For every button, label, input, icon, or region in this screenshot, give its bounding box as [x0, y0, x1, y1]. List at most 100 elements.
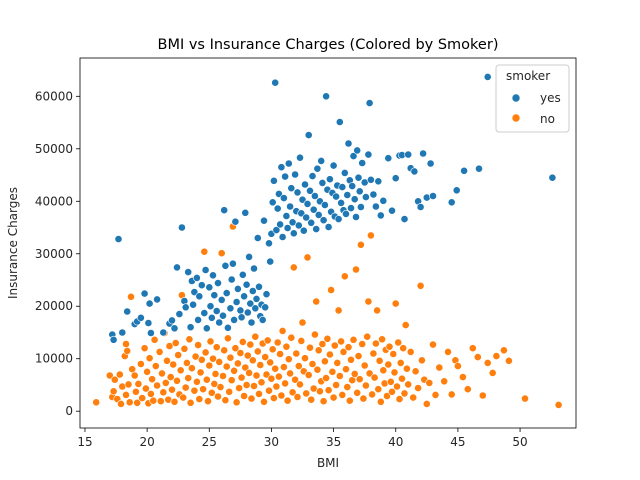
- data-point-yes: [347, 204, 355, 212]
- data-point-no: [220, 346, 229, 355]
- data-point-no: [150, 335, 159, 344]
- data-point-no: [151, 362, 160, 370]
- data-point-yes: [207, 313, 216, 322]
- y-tick-label: 10000: [35, 352, 73, 366]
- data-point-no: [314, 346, 323, 355]
- data-point-yes: [258, 315, 267, 324]
- data-point-no: [325, 350, 334, 359]
- data-point-no: [373, 306, 381, 315]
- data-point-no: [263, 336, 272, 345]
- data-point-no: [173, 376, 181, 385]
- data-point-yes: [242, 280, 251, 289]
- data-point-yes: [312, 225, 321, 233]
- data-point-no: [391, 299, 400, 308]
- data-point-yes: [247, 318, 256, 327]
- x-axis-ticks: 15 20 25 30 35 40 45 50: [77, 428, 528, 449]
- data-point-no: [233, 359, 242, 368]
- data-point-no: [159, 388, 168, 397]
- data-point-yes: [215, 318, 224, 327]
- data-point-yes: [301, 180, 309, 189]
- data-point-yes: [262, 290, 271, 299]
- data-point-yes: [238, 270, 247, 279]
- data-point-no: [221, 396, 230, 405]
- data-point-no: [345, 396, 354, 405]
- data-point-no: [398, 374, 406, 383]
- data-point-yes: [410, 167, 419, 176]
- x-tick-label: 40: [388, 435, 403, 449]
- data-point-no: [444, 347, 452, 356]
- data-point-yes: [384, 154, 393, 163]
- data-point-no: [184, 374, 193, 382]
- data-point-no: [291, 375, 299, 384]
- data-point-no: [115, 370, 124, 379]
- data-point-no: [337, 337, 345, 346]
- data-point-no: [386, 377, 395, 386]
- data-point-no: [453, 362, 462, 370]
- data-point-no: [414, 384, 422, 392]
- data-point-no: [310, 330, 319, 339]
- data-point-no: [393, 382, 401, 391]
- data-point-no: [330, 341, 339, 350]
- data-point-yes: [304, 131, 313, 139]
- data-point-no: [304, 371, 313, 379]
- data-point-yes: [202, 324, 211, 333]
- data-point-no: [396, 358, 405, 367]
- data-point-no: [146, 389, 155, 398]
- data-point-yes: [260, 216, 268, 225]
- data-point-no: [201, 348, 210, 357]
- data-point-no: [180, 344, 189, 353]
- data-point-no: [319, 397, 328, 406]
- data-point-yes: [416, 203, 425, 211]
- data-point-no: [257, 378, 266, 387]
- points-layer: [92, 73, 563, 409]
- data-point-no: [287, 333, 296, 342]
- data-point-no: [209, 354, 217, 363]
- data-point-no: [554, 400, 563, 409]
- data-point-no: [283, 396, 292, 405]
- data-point-no: [243, 351, 252, 360]
- data-point-no: [327, 286, 335, 294]
- data-point-no: [165, 342, 174, 350]
- y-tick-label: 40000: [35, 194, 73, 208]
- data-point-yes: [145, 299, 154, 308]
- data-point-yes: [324, 223, 333, 231]
- data-point-no: [262, 370, 271, 379]
- data-point-yes: [268, 198, 277, 207]
- data-point-no: [223, 334, 232, 343]
- data-point-no: [296, 380, 304, 389]
- data-point-no: [313, 365, 322, 374]
- data-point-no: [440, 377, 449, 386]
- data-point-no: [156, 397, 165, 406]
- y-tick-label: 50000: [35, 142, 73, 156]
- data-point-yes: [205, 283, 214, 292]
- data-point-no: [187, 364, 196, 373]
- data-point-no: [123, 346, 132, 355]
- data-point-no: [340, 272, 349, 281]
- legend-title: smoker: [506, 69, 550, 83]
- x-tick-label: 20: [139, 435, 154, 449]
- data-point-yes: [307, 218, 316, 227]
- data-point-yes: [220, 206, 229, 215]
- data-point-yes: [325, 175, 334, 184]
- data-point-yes: [123, 307, 132, 316]
- data-point-no: [238, 337, 247, 346]
- data-point-no: [148, 375, 156, 384]
- data-point-yes: [277, 163, 286, 172]
- y-tick-label: 60000: [35, 89, 73, 103]
- data-point-yes: [289, 229, 298, 238]
- data-point-no: [323, 334, 332, 343]
- data-point-no: [458, 373, 467, 381]
- data-point-yes: [329, 161, 338, 170]
- data-point-no: [297, 336, 306, 345]
- data-point-no: [379, 366, 388, 375]
- data-point-yes: [281, 172, 289, 181]
- data-point-yes: [278, 233, 287, 241]
- data-point-no: [276, 350, 284, 358]
- data-point-yes: [350, 195, 359, 204]
- data-point-no: [247, 394, 256, 403]
- data-point-yes: [452, 186, 461, 195]
- data-point-yes: [276, 220, 284, 229]
- data-point-yes: [269, 176, 278, 185]
- data-point-no: [130, 371, 139, 380]
- data-point-yes: [181, 303, 190, 312]
